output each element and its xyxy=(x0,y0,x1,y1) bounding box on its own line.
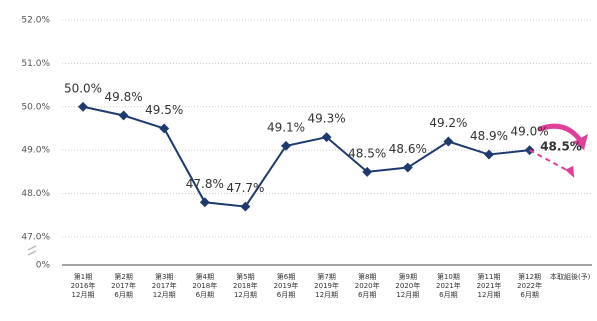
value-label: 49.5% xyxy=(145,103,183,117)
marker xyxy=(199,197,210,208)
value-label: 49.2% xyxy=(429,116,467,130)
x-tick-label: 第3期 2017年 12月期 xyxy=(152,272,177,299)
line xyxy=(82,105,530,208)
value-label: 49.3% xyxy=(308,112,346,126)
x-tick-label: 第8期 2020年 6月期 xyxy=(355,272,380,299)
x-tick-label: 第12期 2022年 6月期 xyxy=(517,272,542,299)
value-label: 49.1% xyxy=(267,120,305,134)
value-label: 47.8% xyxy=(186,177,224,191)
line xyxy=(529,149,571,173)
value-label: 47.7% xyxy=(226,181,264,195)
marker xyxy=(78,101,88,112)
value-label: 48.5% xyxy=(348,146,386,160)
marker xyxy=(362,166,373,177)
x-tick-label: 第6期 2019年 6月期 xyxy=(274,272,299,299)
value-label: 48.9% xyxy=(470,129,508,143)
value-label: 50.0% xyxy=(64,81,102,95)
x-tick-label: 第7期 2019年 12月期 xyxy=(314,272,339,299)
y-tick-label: 48.0% xyxy=(21,189,50,199)
trend-arrow xyxy=(537,123,583,143)
x-tick-label: 本取組後(予) xyxy=(550,272,591,281)
marker xyxy=(240,201,251,212)
marker xyxy=(402,162,413,173)
marker xyxy=(443,136,454,147)
x-tick-label: 第11期 2021年 12月期 xyxy=(477,272,502,299)
marker xyxy=(159,123,170,134)
marker xyxy=(281,140,291,151)
value-label: 48.6% xyxy=(389,142,427,156)
marker xyxy=(118,110,129,121)
y-tick-label: 0% xyxy=(36,261,51,271)
marker xyxy=(321,132,332,143)
value-label: 48.5% xyxy=(540,139,582,153)
y-tick-label: 49.0% xyxy=(21,146,50,156)
x-tick-label: 第9期 2020年 12月期 xyxy=(395,272,420,299)
x-tick-label: 第2期 2017年 6月期 xyxy=(111,272,136,299)
x-tick-label: 第4期 2018年 6月期 xyxy=(192,272,217,299)
marker xyxy=(565,165,575,178)
marker xyxy=(484,149,494,160)
x-tick-label: 第10期 2021年 6月期 xyxy=(436,272,461,299)
value-label: 49.8% xyxy=(105,90,143,104)
y-tick-label: 47.0% xyxy=(21,232,50,242)
axis-break xyxy=(27,245,37,256)
trend-arrow-head xyxy=(573,134,588,150)
y-tick-label: 52.0% xyxy=(21,16,50,26)
y-tick-label: 50.0% xyxy=(21,102,50,112)
x-tick-label: 第1期 2016年 12月期 xyxy=(71,272,96,299)
value-label: 49.0% xyxy=(511,125,549,139)
x-tick-label: 第5期 2018年 12月期 xyxy=(233,272,258,299)
y-tick-label: 51.0% xyxy=(21,59,50,69)
